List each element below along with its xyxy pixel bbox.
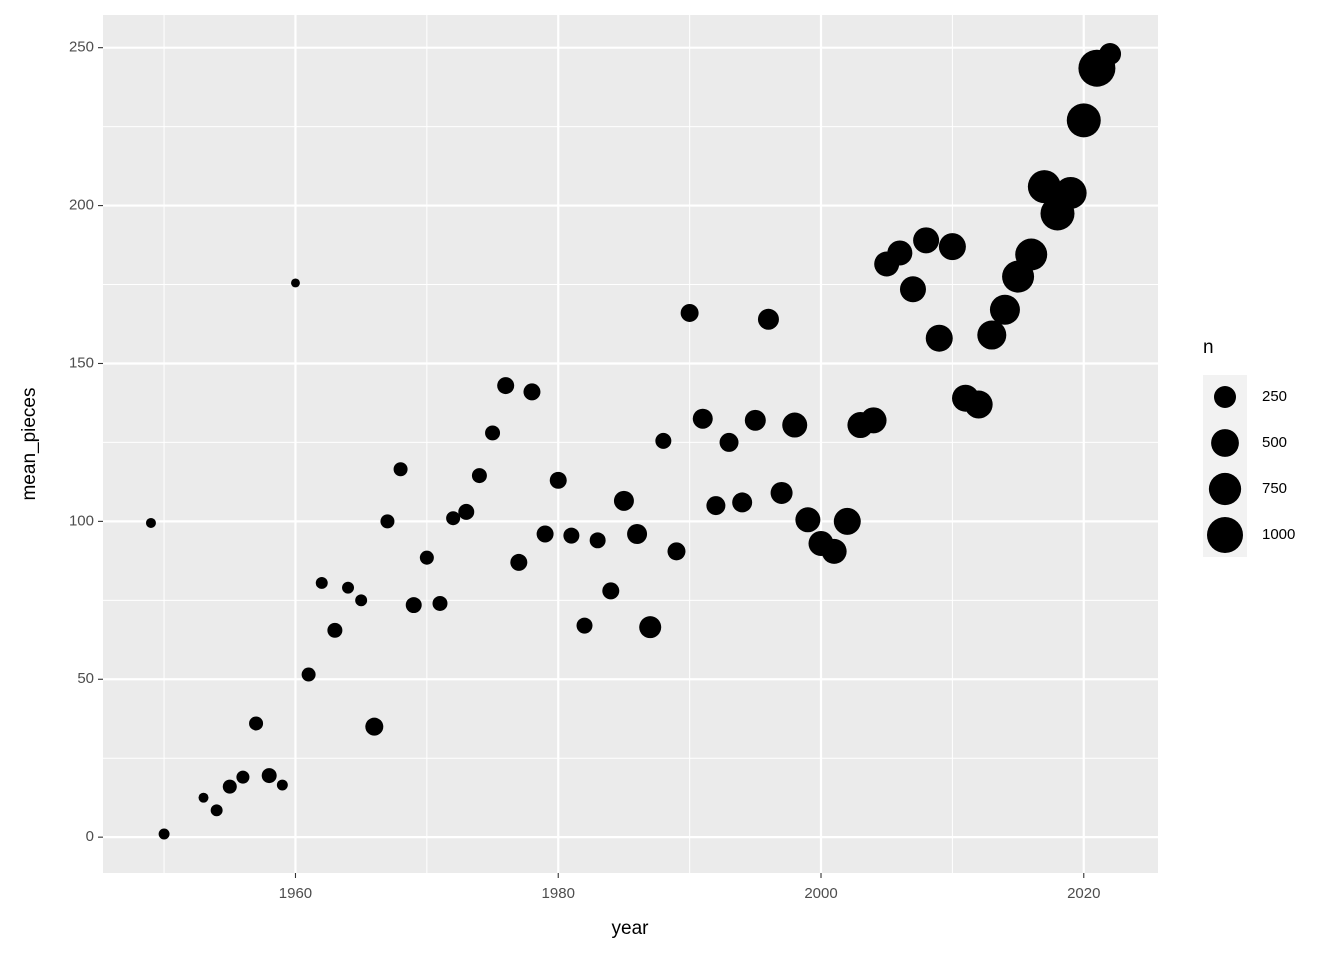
point (536, 525, 554, 543)
x-axis-title: year (612, 918, 650, 939)
point (989, 294, 1020, 325)
x-tick-label: 2000 (804, 885, 837, 902)
point (899, 276, 926, 303)
point (249, 716, 264, 731)
legend-key (1206, 516, 1244, 554)
point (782, 412, 808, 438)
point (365, 717, 384, 736)
point (821, 538, 847, 564)
point (419, 550, 434, 565)
point (145, 517, 156, 528)
point (706, 496, 726, 516)
point (613, 490, 634, 511)
point (497, 377, 515, 395)
point (680, 303, 699, 322)
point (432, 595, 448, 611)
legend-label: 1000 (1262, 526, 1295, 543)
point (1066, 103, 1101, 138)
point (510, 553, 528, 571)
point (261, 768, 277, 784)
point (639, 616, 662, 639)
legend-key (1211, 429, 1239, 457)
point (523, 383, 541, 401)
point (1015, 238, 1048, 271)
point (925, 324, 953, 352)
legend-label: 500 (1262, 434, 1287, 451)
point (1054, 176, 1087, 209)
point (655, 432, 672, 449)
point (342, 581, 355, 594)
point (977, 320, 1007, 350)
point (795, 507, 821, 533)
point (549, 471, 567, 489)
point (380, 514, 395, 529)
y-tick-label: 50 (77, 670, 94, 687)
point (291, 278, 300, 288)
y-tick-label: 0 (86, 828, 94, 845)
point (1027, 170, 1061, 204)
point (692, 408, 713, 429)
point (210, 804, 223, 817)
point (471, 468, 487, 484)
point (833, 507, 861, 535)
point (860, 407, 887, 434)
legend-key (1208, 472, 1242, 506)
y-tick-label: 250 (69, 39, 94, 56)
point (301, 667, 316, 682)
legend-title: n (1203, 337, 1214, 358)
y-tick-label: 100 (69, 512, 94, 529)
point (355, 594, 368, 607)
point (602, 582, 620, 600)
point (236, 770, 250, 784)
point (563, 527, 580, 544)
point (485, 425, 501, 441)
point (315, 576, 328, 589)
point (744, 409, 766, 431)
point (719, 432, 739, 452)
point (667, 542, 686, 561)
point (222, 779, 237, 794)
point (913, 227, 940, 254)
point (757, 308, 779, 330)
legend-key (1213, 385, 1237, 409)
point (198, 792, 209, 803)
y-axis-title: mean_pieces (19, 387, 40, 500)
point (446, 511, 461, 526)
point (938, 233, 966, 261)
legend-label: 750 (1262, 480, 1287, 497)
x-tick-label: 2020 (1067, 885, 1100, 902)
point (576, 617, 593, 634)
point (627, 524, 648, 544)
point (770, 481, 793, 504)
point (887, 240, 913, 266)
point (732, 492, 753, 513)
panel (103, 15, 1158, 873)
x-tick-label: 1980 (542, 885, 575, 902)
point (964, 390, 993, 419)
x-tick-label: 1960 (279, 885, 312, 902)
point (158, 828, 170, 840)
point (1099, 42, 1122, 66)
point (589, 532, 606, 549)
y-tick-label: 200 (69, 197, 94, 214)
legend-label: 250 (1262, 388, 1287, 405)
point (276, 779, 288, 791)
y-tick-label: 150 (69, 354, 94, 371)
point (405, 597, 422, 614)
point (327, 622, 343, 638)
point (393, 462, 408, 477)
point (458, 503, 475, 520)
